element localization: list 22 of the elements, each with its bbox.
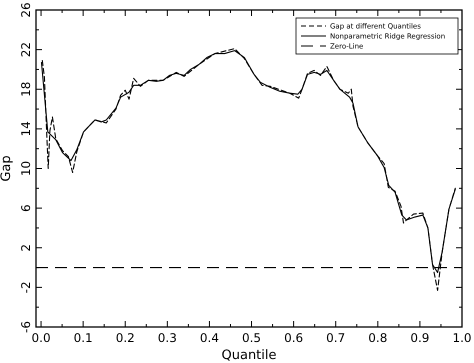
y-tick-label: -2 — [19, 281, 33, 294]
x-tick-label: 0.5 — [242, 331, 262, 345]
y-tick-label: 10 — [19, 160, 33, 176]
y-tick-label: 14 — [19, 121, 33, 137]
x-tick-label: 0.8 — [368, 331, 388, 345]
x-tick-label: 0.6 — [284, 331, 304, 345]
x-tick-label: 0.4 — [200, 331, 219, 345]
x-tick-label: 0.7 — [326, 331, 346, 345]
y-tick-label: -6 — [19, 321, 33, 333]
x-tick-label: 1.0 — [452, 331, 472, 345]
x-tick-label: 0.1 — [74, 331, 93, 345]
x-tick-label: 0.0 — [32, 331, 51, 345]
y-tick-label: 18 — [19, 82, 33, 97]
y-tick-label: 2 — [19, 244, 33, 252]
x-axis-title: Quantile — [222, 348, 276, 363]
y-axis-title: Gap — [0, 155, 14, 182]
y-tick-label: 6 — [19, 204, 33, 212]
y-tick-label: 26 — [19, 2, 33, 18]
y-tick-label: 22 — [19, 42, 33, 58]
x-tick-label: 0.9 — [410, 331, 430, 345]
x-tick-label: 0.3 — [158, 331, 177, 345]
x-tick-label: 0.2 — [116, 331, 135, 345]
